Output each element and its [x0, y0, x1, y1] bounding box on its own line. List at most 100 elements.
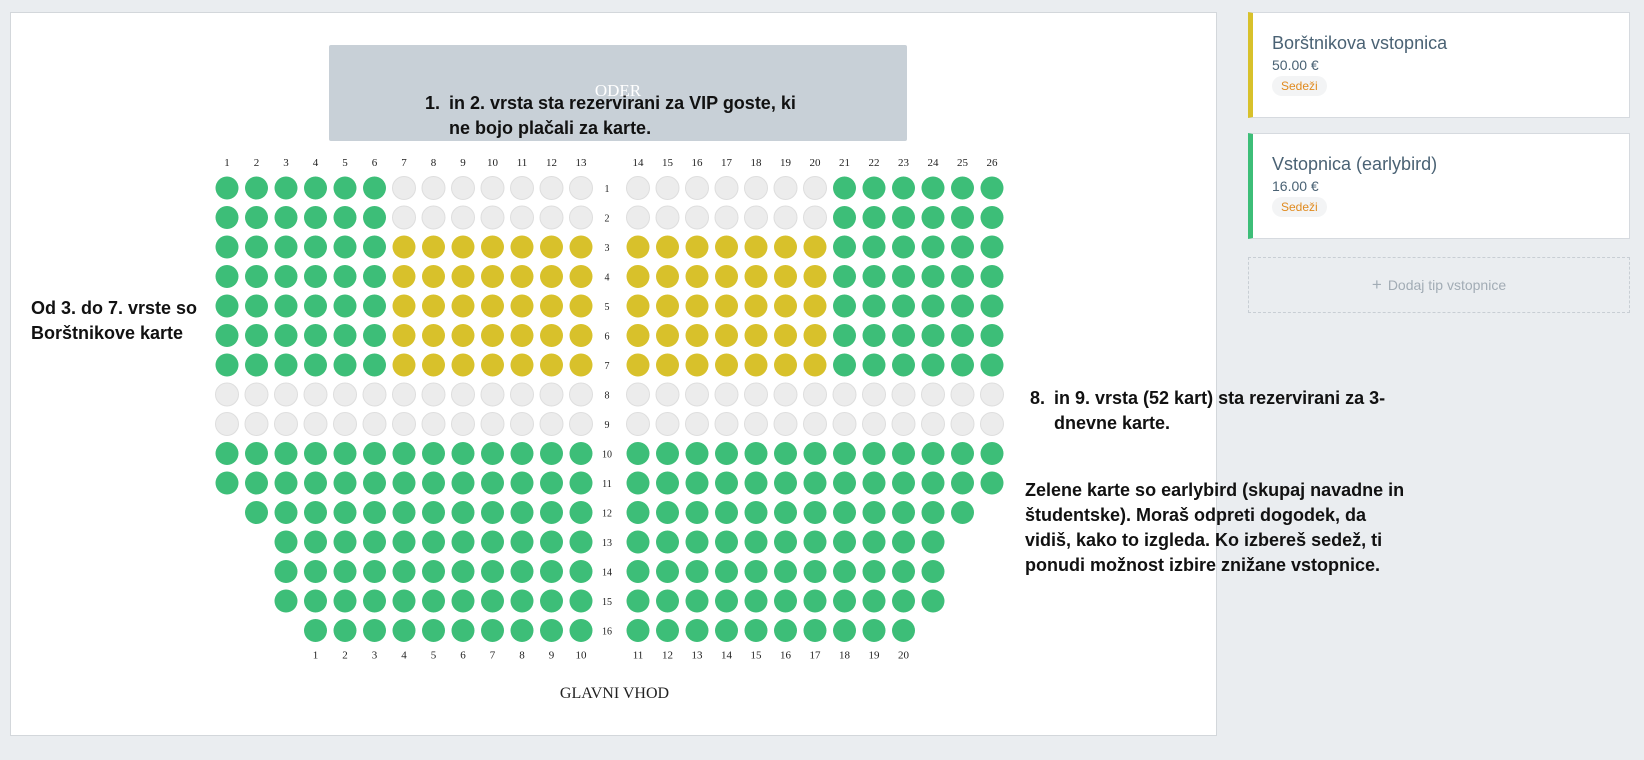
- seat[interactable]: [744, 442, 768, 465]
- seat[interactable]: [451, 589, 475, 613]
- seat[interactable]: [274, 382, 298, 407]
- seat[interactable]: [304, 176, 327, 200]
- seat[interactable]: [773, 412, 798, 436]
- seat[interactable]: [245, 442, 268, 465]
- seat[interactable]: [481, 353, 504, 377]
- seat[interactable]: [303, 412, 328, 436]
- seat[interactable]: [333, 353, 357, 377]
- seat[interactable]: [215, 353, 239, 377]
- seat[interactable]: [274, 442, 298, 465]
- seat[interactable]: [950, 382, 975, 407]
- seat[interactable]: [392, 412, 416, 436]
- seat[interactable]: [540, 471, 563, 495]
- seat[interactable]: [245, 206, 268, 229]
- seat[interactable]: [422, 353, 445, 377]
- seat[interactable]: [363, 353, 386, 377]
- seat[interactable]: [980, 324, 1004, 347]
- seat[interactable]: [510, 412, 534, 436]
- seat[interactable]: [421, 382, 446, 407]
- seat[interactable]: [715, 265, 738, 288]
- seat[interactable]: [333, 501, 357, 524]
- seat[interactable]: [215, 471, 239, 495]
- seat[interactable]: [510, 382, 534, 407]
- seat[interactable]: [510, 589, 534, 613]
- seat[interactable]: [862, 530, 886, 554]
- seat[interactable]: [862, 206, 886, 229]
- seat[interactable]: [481, 501, 504, 524]
- seat[interactable]: [569, 382, 593, 407]
- seat[interactable]: [539, 412, 564, 436]
- seat[interactable]: [569, 560, 593, 583]
- seat[interactable]: [392, 589, 416, 613]
- add-ticket-type-button[interactable]: + Dodaj tip vstopnice: [1248, 257, 1630, 313]
- seat[interactable]: [480, 412, 505, 436]
- seat[interactable]: [626, 265, 650, 288]
- seat[interactable]: [421, 176, 446, 200]
- seat[interactable]: [833, 471, 856, 495]
- seat[interactable]: [685, 265, 709, 288]
- seat[interactable]: [245, 471, 268, 495]
- seat[interactable]: [363, 176, 386, 200]
- seat[interactable]: [392, 442, 416, 465]
- seat[interactable]: [951, 353, 974, 377]
- seat[interactable]: [715, 560, 738, 583]
- seat[interactable]: [480, 382, 505, 407]
- seat[interactable]: [833, 619, 856, 642]
- seat[interactable]: [892, 471, 915, 495]
- seat[interactable]: [333, 176, 357, 200]
- seat[interactable]: [304, 235, 327, 259]
- seat[interactable]: [832, 382, 857, 407]
- seat[interactable]: [626, 324, 650, 347]
- seat[interactable]: [569, 530, 593, 554]
- seat[interactable]: [481, 560, 504, 583]
- seat[interactable]: [626, 382, 650, 407]
- seat[interactable]: [980, 176, 1004, 200]
- seat[interactable]: [715, 353, 738, 377]
- seat[interactable]: [392, 235, 416, 259]
- seat[interactable]: [951, 265, 974, 288]
- seat[interactable]: [862, 265, 886, 288]
- seat[interactable]: [304, 589, 327, 613]
- seat[interactable]: [333, 206, 357, 229]
- seat[interactable]: [540, 353, 563, 377]
- seat[interactable]: [421, 412, 446, 436]
- seat[interactable]: [392, 353, 416, 377]
- seat[interactable]: [714, 176, 739, 200]
- seat[interactable]: [481, 265, 504, 288]
- seat[interactable]: [244, 382, 269, 407]
- seat[interactable]: [656, 530, 679, 554]
- seat[interactable]: [274, 176, 298, 200]
- seat[interactable]: [744, 294, 768, 318]
- seat[interactable]: [363, 619, 386, 642]
- seat[interactable]: [833, 501, 856, 524]
- seat[interactable]: [451, 382, 475, 407]
- seat[interactable]: [744, 619, 768, 642]
- seat[interactable]: [540, 530, 563, 554]
- ticket-card-borstnik[interactable]: Borštnikova vstopnica 50.00 € Sedeži: [1248, 12, 1630, 118]
- seat[interactable]: [714, 205, 739, 230]
- seat[interactable]: [569, 176, 593, 200]
- seat[interactable]: [569, 324, 593, 347]
- seat[interactable]: [921, 589, 945, 613]
- seat[interactable]: [626, 176, 650, 200]
- seat[interactable]: [510, 235, 534, 259]
- seat[interactable]: [833, 235, 856, 259]
- seat[interactable]: [333, 619, 357, 642]
- seat[interactable]: [921, 324, 945, 347]
- seat[interactable]: [333, 382, 357, 407]
- seat[interactable]: [921, 294, 945, 318]
- seat[interactable]: [744, 235, 768, 259]
- seat[interactable]: [333, 412, 357, 436]
- seat[interactable]: [392, 265, 416, 288]
- seat[interactable]: [803, 294, 827, 318]
- seat[interactable]: [569, 471, 593, 495]
- seat[interactable]: [685, 205, 709, 230]
- seat[interactable]: [774, 442, 797, 465]
- seat[interactable]: [451, 324, 475, 347]
- seat[interactable]: [685, 176, 709, 200]
- seat[interactable]: [245, 176, 268, 200]
- seat[interactable]: [744, 265, 768, 288]
- seat[interactable]: [774, 294, 797, 318]
- seat[interactable]: [980, 471, 1004, 495]
- seat[interactable]: [656, 501, 679, 524]
